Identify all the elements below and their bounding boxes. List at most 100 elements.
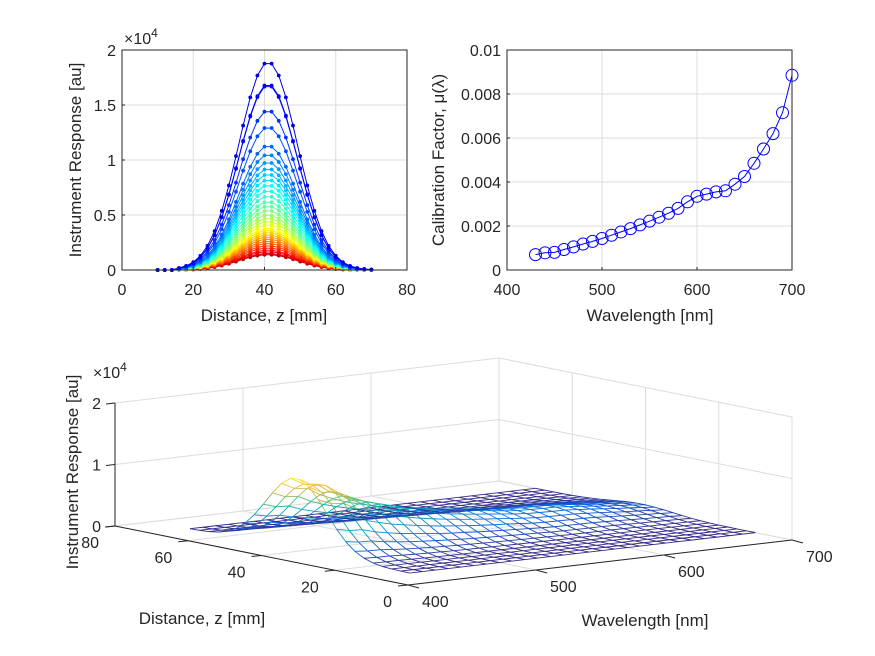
p3-mesh-segment — [202, 525, 216, 528]
p3-mesh-segment — [687, 520, 701, 523]
p1-data-point — [283, 178, 288, 183]
p3-mesh-segment — [612, 511, 626, 513]
p1-y-tick-label: 0.5 — [94, 208, 116, 225]
p3-mesh-segment — [524, 557, 538, 561]
p1-data-point — [276, 204, 281, 209]
p3-mesh-segment — [458, 496, 469, 500]
p3-mesh-segment — [528, 527, 542, 529]
p3-mesh-segment — [262, 492, 273, 505]
p3-mesh-segment — [541, 554, 551, 558]
p3-mesh-segment — [339, 513, 350, 517]
p3-mesh-segment — [526, 546, 537, 550]
p1-data-point — [177, 266, 181, 270]
p3-mesh-segment — [616, 507, 630, 509]
p3-mesh-segment — [585, 530, 599, 534]
p3-mesh-segment — [597, 503, 608, 507]
p3-mesh-segment — [658, 526, 672, 530]
p3-mesh-segment — [314, 516, 324, 520]
p3-mesh-segment — [398, 558, 412, 561]
p3-mesh-segment — [457, 543, 471, 546]
p3-mesh-segment — [451, 508, 461, 511]
p1-data-point — [255, 204, 260, 209]
p3-mesh-segment — [451, 532, 465, 534]
p1-data-point — [255, 160, 260, 164]
p3-mesh-segment — [539, 543, 553, 546]
p3-mesh-segment — [316, 483, 326, 486]
p1-data-point — [276, 173, 281, 178]
p3-mesh-segment — [391, 507, 401, 511]
p3-mesh-segment — [358, 540, 372, 543]
p3-mesh-segment — [669, 515, 683, 517]
p3-mesh-segment — [330, 510, 344, 513]
p3-mesh-segment — [363, 556, 377, 559]
p3-mesh-segment — [451, 501, 465, 505]
p3-mesh-segment — [667, 530, 677, 534]
p3-mesh-segment — [473, 563, 487, 567]
p3-mesh-segment — [429, 564, 440, 568]
p3-mesh-segment — [445, 518, 456, 527]
p3-mesh-segment — [594, 505, 604, 510]
p1-data-point — [248, 218, 253, 223]
p3-mesh-segment — [189, 526, 203, 530]
p3-mesh-segment — [323, 518, 333, 521]
p3-mesh-segment — [371, 515, 381, 518]
p3-mesh-segment — [391, 523, 401, 534]
p3-mesh-segment — [550, 503, 560, 506]
p3-wavelength-tick-label: 500 — [550, 579, 577, 596]
p3-mesh-segment — [378, 507, 392, 511]
p3-mesh-segment — [319, 494, 333, 500]
p3-mesh-segment — [543, 539, 557, 542]
p3-mesh-segment — [471, 493, 485, 497]
p3-wavelength-tick — [663, 554, 676, 559]
p3-mesh-segment — [546, 497, 556, 500]
p3-mesh-segment — [442, 561, 456, 564]
p3-mesh-segment — [393, 505, 403, 508]
p3-mesh-segment — [462, 553, 473, 557]
p3-mesh-segment — [263, 503, 277, 508]
p3-mesh-segment — [453, 548, 467, 552]
p3-mesh-segment — [520, 500, 531, 503]
p3-mesh-segment — [462, 513, 473, 520]
p3-mesh-segment — [515, 529, 526, 535]
p3-z-tick-label: 0 — [92, 519, 101, 536]
p3-mesh-segment — [532, 550, 546, 554]
p1-data-point — [283, 211, 288, 216]
p3-mesh-segment — [467, 497, 481, 500]
p3-mesh-segment — [550, 530, 564, 533]
p2-data-point — [586, 234, 599, 248]
p3-mesh-segment — [572, 533, 582, 538]
p3-mesh-segment — [369, 507, 379, 511]
p3-mesh-segment — [660, 512, 670, 517]
p3-mesh-segment — [587, 542, 597, 546]
p3-surface-mesh — [189, 477, 756, 574]
p3-mesh-segment — [297, 521, 308, 524]
p3-mesh-segment — [669, 516, 679, 520]
p3-mesh-segment — [254, 514, 267, 517]
p1-data-point — [291, 123, 295, 128]
p3-mesh-segment — [720, 533, 730, 537]
p3-mesh-segment — [649, 524, 663, 527]
p3-mesh-segment — [639, 522, 650, 527]
p3-mesh-segment — [707, 533, 721, 536]
p3-mesh-segment — [552, 543, 562, 547]
p3-mesh-segment — [372, 505, 386, 509]
p3-mesh-segment — [381, 513, 392, 518]
p3-mesh-segment — [437, 556, 447, 560]
p2-y-tick-label: 0.004 — [461, 175, 501, 192]
p3-mesh-segment — [486, 502, 496, 505]
p3-mesh-segment — [596, 516, 609, 518]
p3-y-label: Distance, z [mm] — [139, 609, 266, 628]
p3-mesh-segment — [733, 530, 747, 533]
p3-mesh-segment — [509, 490, 520, 494]
p3-mesh-segment — [566, 525, 577, 530]
p3-mesh-segment — [387, 532, 401, 534]
p3-mesh-segment — [433, 518, 443, 527]
p3-mesh-segment — [656, 517, 666, 522]
p3-mesh-segment — [652, 542, 666, 546]
p3-mesh-segment — [563, 530, 573, 535]
p3-mesh-segment — [451, 563, 465, 566]
p3-mesh-segment — [700, 520, 710, 524]
p3-mesh-segment — [671, 526, 681, 530]
p1-data-point — [219, 232, 224, 237]
p3-mesh-segment — [489, 497, 503, 500]
